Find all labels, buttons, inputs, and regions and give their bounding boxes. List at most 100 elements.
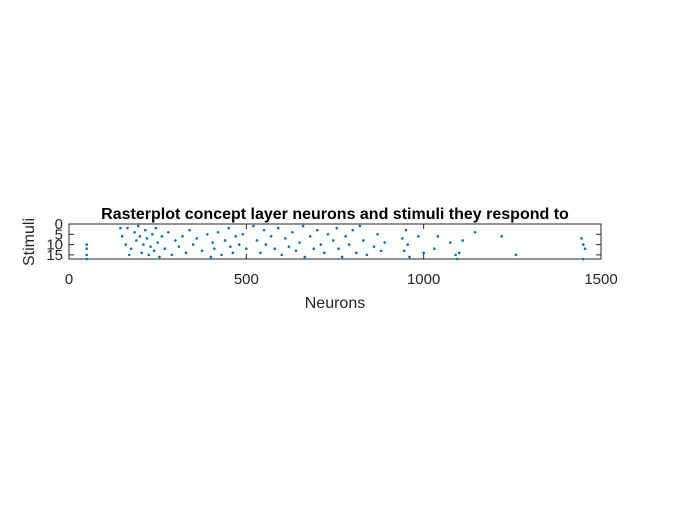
chart-title: Rasterplot concept layer neurons and sti…	[101, 206, 569, 223]
data-point	[406, 243, 410, 246]
data-point	[273, 247, 277, 251]
data-point	[433, 247, 436, 251]
data-point	[417, 235, 420, 238]
data-point	[167, 230, 170, 234]
data-point	[174, 239, 177, 242]
data-point	[191, 243, 195, 246]
data-point	[124, 243, 128, 246]
data-point	[581, 257, 585, 261]
data-point	[127, 253, 131, 257]
data-point	[120, 235, 124, 238]
data-point	[298, 241, 301, 244]
data-point	[156, 241, 159, 244]
data-point	[213, 247, 216, 251]
data-point	[583, 247, 587, 251]
data-point	[337, 247, 340, 251]
data-point	[147, 253, 151, 257]
data-point	[448, 241, 452, 244]
data-point	[245, 247, 248, 251]
data-point	[138, 235, 142, 238]
data-point	[170, 253, 174, 257]
data-point	[362, 239, 365, 242]
data-point	[335, 226, 339, 230]
data-point	[135, 239, 138, 242]
data-point	[152, 249, 156, 253]
data-point	[365, 253, 369, 257]
data-point	[200, 249, 204, 253]
data-point	[344, 235, 347, 238]
data-point	[500, 235, 503, 238]
data-point	[294, 249, 298, 253]
data-point	[158, 255, 161, 259]
data-point	[514, 253, 518, 257]
data-point	[358, 224, 362, 228]
data-point	[85, 253, 89, 257]
y-tick-label: 0	[55, 216, 63, 233]
data-point	[379, 249, 383, 253]
data-point	[126, 226, 129, 230]
data-point	[163, 247, 167, 251]
data-point	[347, 243, 351, 246]
data-point	[331, 239, 335, 242]
x-tick-label: 1000	[407, 271, 440, 288]
data-point	[129, 247, 133, 251]
data-point	[177, 245, 181, 248]
data-point	[142, 243, 145, 246]
data-point	[372, 245, 376, 248]
data-point	[149, 245, 152, 248]
data-point	[140, 251, 144, 255]
x-axis: 0 500 1000 1500	[65, 224, 618, 288]
data-point	[454, 253, 457, 257]
data-point	[319, 243, 323, 246]
data-point	[181, 235, 184, 238]
data-point	[195, 237, 198, 240]
x-tick-label: 1500	[584, 271, 617, 288]
data-point	[436, 235, 440, 238]
data-point	[404, 228, 408, 232]
data-point	[422, 251, 425, 255]
data-point	[402, 249, 406, 253]
data-point	[211, 241, 214, 244]
data-point	[119, 226, 122, 230]
data-point	[581, 243, 585, 246]
data-point	[216, 230, 220, 234]
data-point	[188, 228, 191, 232]
data-point	[580, 237, 583, 240]
data-point	[323, 251, 326, 255]
data-point	[326, 232, 330, 236]
data-point	[133, 230, 136, 234]
data-point	[301, 224, 305, 228]
data-point	[461, 239, 464, 242]
data-point	[351, 228, 355, 232]
data-point	[473, 230, 477, 234]
data-point	[276, 226, 280, 230]
data-point	[259, 251, 262, 255]
scatter-markers	[85, 224, 587, 261]
data-point	[252, 224, 255, 228]
data-point	[312, 247, 316, 251]
plot-area	[68, 223, 602, 261]
y-tick-label: 15	[46, 247, 63, 264]
data-point	[340, 255, 344, 259]
data-point	[269, 235, 273, 238]
x-axis-label: Neurons	[305, 295, 365, 312]
data-point	[264, 243, 268, 246]
data-point	[241, 232, 245, 236]
data-point	[255, 239, 259, 242]
data-point	[85, 257, 89, 261]
data-point	[136, 224, 140, 228]
data-point	[408, 255, 411, 259]
y-tick-label: 5	[55, 226, 63, 243]
data-point	[206, 232, 209, 236]
data-point	[229, 245, 232, 248]
data-point	[291, 230, 294, 234]
data-point	[308, 235, 312, 238]
data-point	[220, 253, 223, 257]
data-point	[85, 247, 89, 251]
data-point	[303, 255, 307, 259]
data-point	[457, 251, 461, 255]
data-point	[354, 251, 358, 255]
data-point	[227, 226, 230, 230]
data-point	[234, 235, 237, 238]
